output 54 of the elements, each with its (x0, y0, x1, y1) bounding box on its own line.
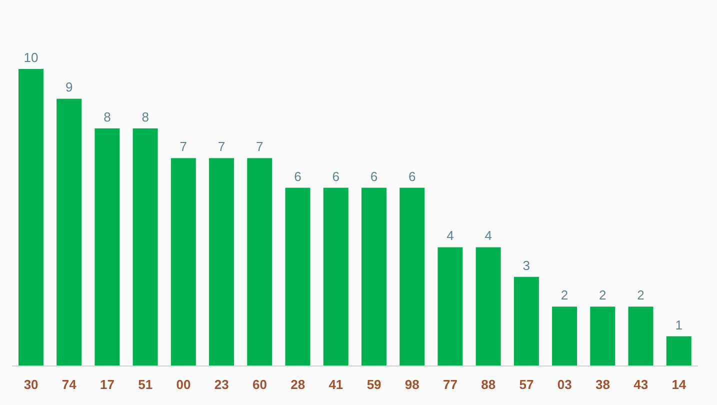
data-label: 10 (24, 50, 38, 65)
x-tick-label: 14 (672, 377, 687, 392)
data-label: 4 (446, 228, 454, 244)
data-label: 8 (104, 109, 111, 124)
bar (170, 158, 196, 366)
x-tick-label: 88 (481, 377, 496, 392)
x-tick-label: 41 (328, 377, 344, 392)
x-tick-label: 17 (100, 377, 115, 392)
data-label: 6 (294, 168, 302, 184)
x-tick-label: 43 (634, 377, 648, 392)
bar (514, 276, 539, 366)
data-label: 4 (484, 228, 492, 244)
data-label: 7 (256, 139, 264, 154)
data-label: 6 (408, 168, 416, 184)
bar (476, 247, 501, 366)
bar (666, 336, 692, 366)
bar (94, 128, 120, 366)
bar (323, 188, 348, 366)
x-tick-label: 38 (595, 377, 610, 392)
data-label: 7 (218, 139, 226, 154)
bar (56, 98, 82, 366)
data-label: 8 (142, 109, 149, 124)
data-label: 7 (180, 139, 188, 154)
x-tick-label: 51 (138, 377, 153, 392)
x-tick-label: 03 (557, 377, 572, 392)
x-tick-label: 57 (519, 377, 534, 392)
data-label: 9 (65, 80, 73, 95)
x-tick-label: 23 (214, 377, 229, 392)
bar (438, 247, 463, 366)
x-tick-label: 28 (290, 377, 306, 392)
bar (132, 128, 158, 366)
data-label: 3 (522, 258, 530, 273)
x-tick-label: 00 (176, 377, 191, 392)
bar (361, 188, 386, 366)
data-label: 2 (599, 288, 606, 303)
bar (552, 306, 578, 366)
data-label: 2 (560, 288, 568, 303)
bar (628, 306, 654, 366)
x-tick-label: 30 (24, 377, 38, 392)
bar (590, 306, 616, 366)
x-tick-label: 60 (252, 377, 267, 392)
x-tick-label: 98 (404, 377, 420, 392)
data-label: 2 (637, 288, 644, 303)
data-label: 6 (370, 168, 378, 184)
bar (209, 158, 234, 366)
x-tick-label: 74 (62, 377, 78, 392)
data-label: 6 (332, 168, 340, 184)
bar (247, 158, 272, 366)
bar (400, 188, 425, 366)
x-tick-label: 59 (366, 377, 382, 392)
data-label: 1 (675, 317, 682, 332)
x-tick-label: 77 (443, 377, 458, 392)
bar (18, 69, 44, 366)
bar (285, 188, 310, 366)
